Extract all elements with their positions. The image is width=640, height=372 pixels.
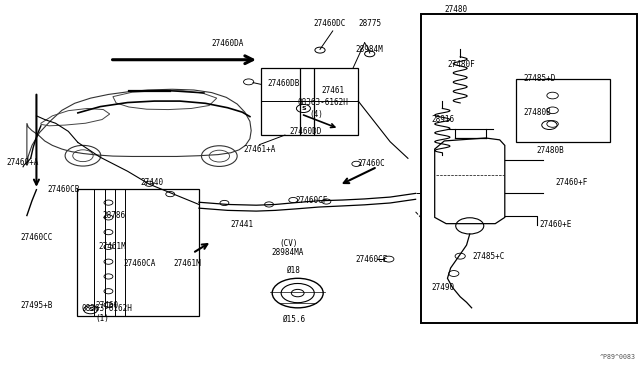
Bar <box>261 68 358 135</box>
Text: 27441: 27441 <box>231 220 254 229</box>
Text: 27480F: 27480F <box>447 60 475 69</box>
Text: 27460CE: 27460CE <box>355 255 387 264</box>
Text: 27460CA: 27460CA <box>124 259 156 268</box>
Text: 27460DC: 27460DC <box>314 19 346 28</box>
Text: 27480B: 27480B <box>524 108 552 117</box>
Bar <box>516 79 610 142</box>
Text: 27461+A: 27461+A <box>244 145 276 154</box>
Text: 27460: 27460 <box>96 301 119 311</box>
Text: 27495+B: 27495+B <box>20 301 53 311</box>
Text: 27460+E: 27460+E <box>540 220 572 229</box>
Text: S: S <box>301 106 306 111</box>
Text: 27440: 27440 <box>140 178 163 187</box>
Text: 28916: 28916 <box>431 115 454 124</box>
Text: 28786: 28786 <box>102 211 125 220</box>
Text: 27485+D: 27485+D <box>524 74 556 83</box>
Text: 27485+C: 27485+C <box>473 251 506 261</box>
Text: 28775: 28775 <box>358 19 381 28</box>
Text: S: S <box>88 307 93 312</box>
Text: 27460DB: 27460DB <box>268 79 300 88</box>
Text: 27480B: 27480B <box>537 147 564 155</box>
Text: 27460DD: 27460DD <box>289 127 322 136</box>
Text: 27460DA: 27460DA <box>212 39 244 48</box>
Text: 27460CB: 27460CB <box>47 185 79 194</box>
Text: (1): (1) <box>96 314 109 323</box>
Text: 27461M: 27461M <box>99 243 126 251</box>
Text: ^P89^0083: ^P89^0083 <box>600 354 636 360</box>
Text: 27460CF: 27460CF <box>296 196 328 205</box>
Bar <box>77 189 199 316</box>
Text: 27460C: 27460C <box>357 159 385 169</box>
Text: Ø18: Ø18 <box>286 266 300 275</box>
Text: 27460CC: 27460CC <box>20 233 53 242</box>
Text: 27460+A: 27460+A <box>6 157 39 167</box>
Text: 28984MA: 28984MA <box>271 248 304 257</box>
Bar <box>420 14 637 323</box>
Text: 27480: 27480 <box>444 5 467 14</box>
Text: 27490: 27490 <box>431 283 454 292</box>
Text: 08363-6162H: 08363-6162H <box>81 304 132 313</box>
Text: (4): (4) <box>310 109 324 119</box>
Text: 27460+F: 27460+F <box>556 178 588 187</box>
Text: (CV): (CV) <box>279 239 298 248</box>
Text: 27461M: 27461M <box>173 259 201 268</box>
Text: Ø15.6: Ø15.6 <box>282 315 305 324</box>
Text: 28984M: 28984M <box>355 45 383 54</box>
Text: 08363-6162H: 08363-6162H <box>297 99 348 108</box>
Text: 27461: 27461 <box>321 86 344 94</box>
